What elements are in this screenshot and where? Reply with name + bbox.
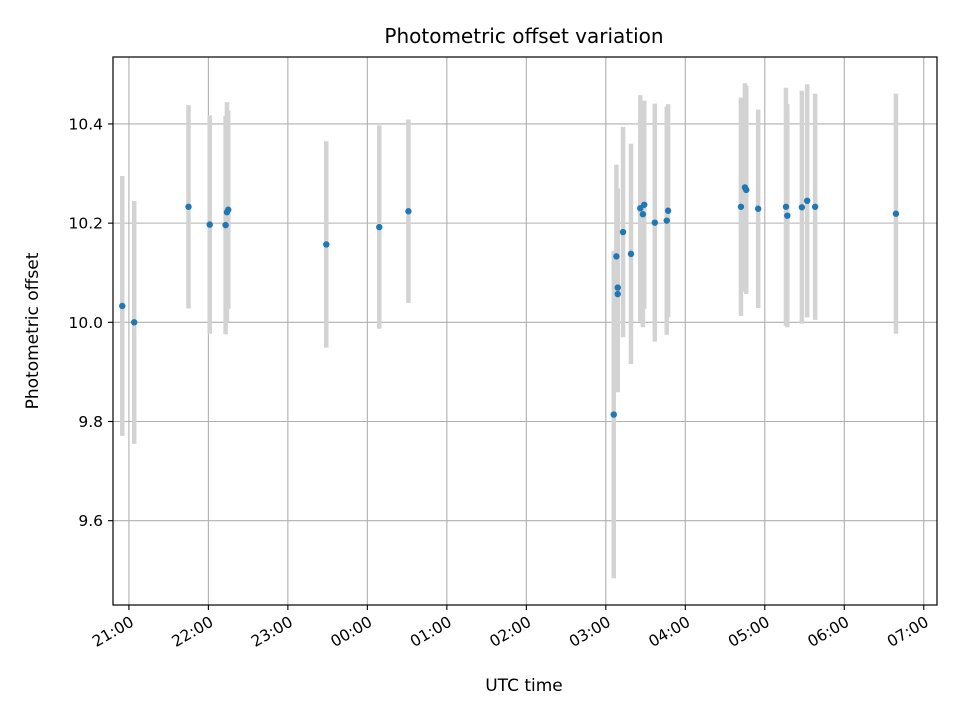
- data-point: [811, 203, 819, 210]
- y-tick-label: 9.6: [78, 512, 103, 530]
- gridlines: [113, 57, 937, 605]
- data-point: [803, 197, 811, 205]
- data-point: [737, 203, 745, 210]
- chart-title: Photometric offset variation: [384, 24, 663, 48]
- data-point: [614, 284, 621, 291]
- data-point: [664, 207, 672, 214]
- data-point: [119, 302, 126, 310]
- data-point: [323, 241, 330, 248]
- data-point: [798, 204, 806, 211]
- y-tick-label: 10.0: [68, 314, 103, 332]
- data-point: [892, 210, 900, 217]
- y-axis-ticks: 9.6 9.8 10.0 10.2 10.4: [68, 115, 113, 530]
- data-point: [614, 290, 621, 298]
- data-point: [613, 253, 620, 260]
- y-tick-label: 10.4: [68, 115, 103, 133]
- data-point: [641, 201, 648, 208]
- data-point: [376, 223, 383, 231]
- data-point: [651, 219, 659, 226]
- data-point: [185, 203, 192, 210]
- data-point: [627, 250, 635, 258]
- data-point: [405, 208, 412, 215]
- data-points: [119, 184, 900, 418]
- data-point: [754, 205, 762, 212]
- data-point: [743, 186, 750, 194]
- y-axis-title: Photometric offset: [23, 252, 43, 409]
- data-point: [639, 211, 647, 218]
- data-point: [784, 212, 791, 219]
- data-point: [222, 221, 229, 229]
- data-point: [782, 203, 790, 210]
- data-point: [130, 319, 138, 326]
- data-point: [206, 221, 213, 228]
- data-point: [610, 411, 617, 418]
- y-tick-label: 9.8: [78, 413, 103, 431]
- data-point: [225, 206, 232, 213]
- x-axis-title: UTC time: [485, 676, 563, 696]
- data-point: [619, 228, 627, 236]
- y-tick-label: 10.2: [68, 215, 103, 233]
- data-point: [663, 217, 670, 224]
- plot-frame: [112, 56, 938, 606]
